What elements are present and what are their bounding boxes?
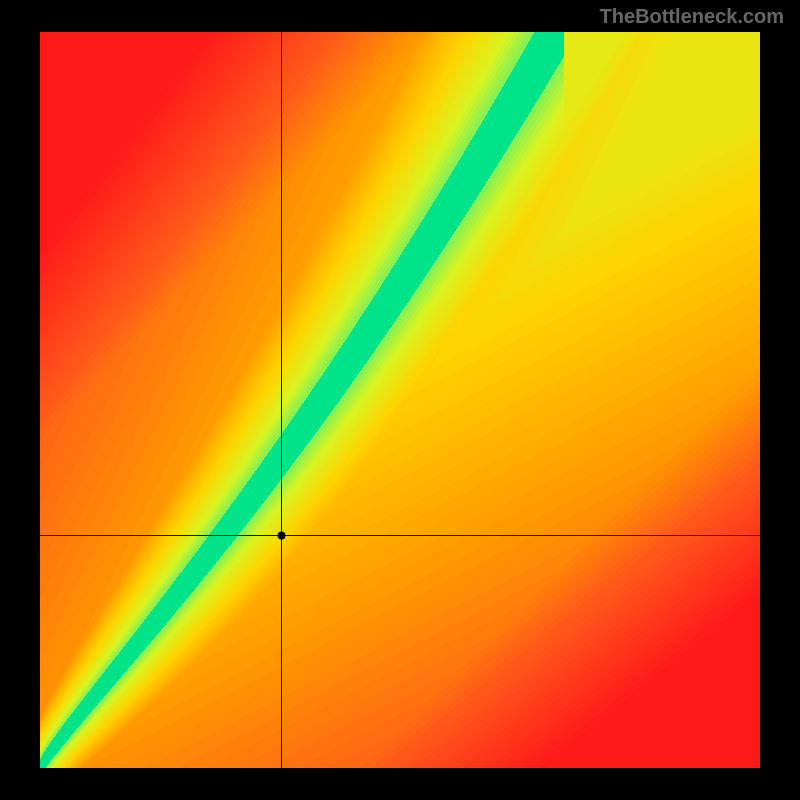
watermark-text: TheBottleneck.com	[600, 6, 784, 29]
heatmap-canvas	[40, 32, 760, 768]
heatmap-plot	[40, 32, 760, 768]
chart-container: TheBottleneck.com	[0, 0, 800, 800]
